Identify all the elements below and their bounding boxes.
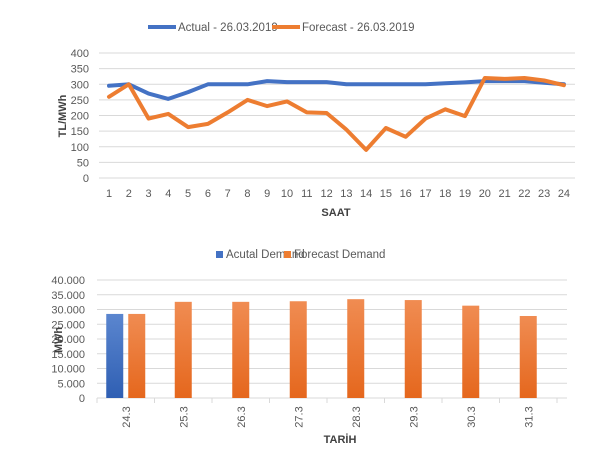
legend-item: Acutal Demand (216, 249, 305, 261)
x-tick-label: 4 (165, 188, 171, 200)
x-tick-label: 2 (126, 188, 132, 200)
y-tick-label: 100 (71, 142, 89, 154)
y-tick-label: 50 (77, 157, 89, 169)
bar-chart-y-axis-title: MWh (53, 327, 65, 354)
y-tick-label: 10.000 (51, 364, 85, 376)
legend-item: Actual - 26.03.2019 (148, 22, 278, 34)
x-tick-label: 13 (340, 188, 352, 200)
x-tick-label: 21 (498, 188, 510, 200)
y-tick-label: 35.000 (51, 290, 85, 302)
x-tick-label: 5 (185, 188, 191, 200)
y-tick-label: 400 (71, 48, 89, 60)
bar-forecast-demand (519, 315, 537, 398)
line-chart-y-axis-title: TL/MWh (57, 94, 69, 137)
bar-chart-x-ticks: 24.3 25.3 26.3 27.3 28.3 29.3 30.3 31.3 (121, 406, 536, 427)
y-tick-label: 0 (79, 393, 85, 405)
legend-item: Forecast Demand (284, 249, 385, 261)
y-tick-label: 200 (71, 111, 89, 123)
legend-label: Forecast Demand (294, 249, 385, 261)
bar-forecast-demand (232, 301, 250, 398)
x-tick-label: 23 (538, 188, 550, 200)
bar-forecast-demand (289, 301, 307, 398)
x-tick-label: 18 (439, 188, 451, 200)
x-tick-label: 6 (205, 188, 211, 200)
y-tick-label: 40.000 (51, 275, 85, 287)
x-tick-label: 19 (459, 188, 471, 200)
x-tick-label: 25.3 (178, 406, 190, 427)
line-chart-legend: Actual - 26.03.2019 Forecast - 26.03.2019 (148, 22, 415, 34)
bar-forecast-demand (462, 305, 480, 398)
y-tick-label: 250 (71, 95, 89, 107)
legend-swatch (284, 251, 291, 258)
legend-label: Forecast - 26.03.2019 (302, 22, 415, 34)
y-tick-label: 20.000 (51, 334, 85, 346)
line-chart-x-ticks: 1 2 3 4 5 6 7 8 9 10 11 12 13 14 15 16 17 18 19 20 21 22 23 24 (106, 188, 570, 200)
series-line-forecast (107, 76, 566, 152)
x-tick-label: 24.3 (121, 406, 133, 427)
x-tick-label: 16 (400, 188, 412, 200)
bar-forecast-demand (174, 301, 192, 398)
x-tick-label: 10 (281, 188, 293, 200)
x-tick-label: 30.3 (466, 406, 478, 427)
bar-chart-bars (106, 299, 537, 398)
x-tick-label: 12 (320, 188, 332, 200)
y-tick-label: 150 (71, 126, 89, 138)
x-tick-label: 14 (360, 188, 372, 200)
line-chart-x-axis-title: SAAT (321, 207, 350, 219)
bar-forecast-demand (128, 313, 146, 398)
price-line-chart: Actual - 26.03.2019 Forecast - 26.03.2019… (57, 22, 575, 219)
line-chart-series (107, 76, 566, 152)
line-chart-y-ticks: 0 50 100 150 200 250 300 350 400 (71, 48, 89, 185)
y-tick-label: 30.000 (51, 305, 85, 317)
x-tick-label: 8 (244, 188, 250, 200)
y-tick-label: 15.000 (51, 349, 85, 361)
x-tick-label: 24 (558, 188, 570, 200)
x-tick-label: 1 (106, 188, 112, 200)
x-tick-label: 15 (380, 188, 392, 200)
x-tick-label: 17 (419, 188, 431, 200)
legend-label: Actual - 26.03.2019 (178, 22, 278, 34)
legend-swatch (216, 251, 223, 258)
bar-forecast-demand (347, 299, 365, 398)
y-tick-label: 0 (83, 173, 89, 185)
x-tick-label: 22 (518, 188, 530, 200)
y-tick-label: 300 (71, 79, 89, 91)
bar-chart-y-ticks: 0 5.000 10.000 15.000 20.000 25.000 30.000 35.0… (51, 275, 85, 405)
x-tick-label: 9 (264, 188, 270, 200)
y-tick-label: 25.000 (51, 319, 85, 331)
x-tick-label: 3 (145, 188, 151, 200)
x-tick-label: 26.3 (236, 406, 248, 427)
x-tick-label: 20 (479, 188, 491, 200)
legend-label: Acutal Demand (226, 249, 305, 261)
x-tick-label: 7 (225, 188, 231, 200)
bar-chart-x-axis-title: TARİH (324, 433, 357, 446)
legend-item: Forecast - 26.03.2019 (272, 22, 415, 34)
bar-chart-gridlines (96, 279, 567, 403)
bar-actual-demand (106, 313, 124, 398)
x-tick-label: 31.3 (523, 406, 535, 427)
x-tick-label: 11 (301, 188, 312, 200)
bar-forecast-demand (404, 300, 422, 398)
x-tick-label: 27.3 (293, 406, 305, 427)
y-tick-label: 5.000 (57, 378, 85, 390)
x-tick-label: 29.3 (408, 406, 420, 427)
y-tick-label: 350 (71, 64, 89, 76)
series-line-actual (107, 79, 566, 101)
x-tick-label: 28.3 (351, 406, 363, 427)
